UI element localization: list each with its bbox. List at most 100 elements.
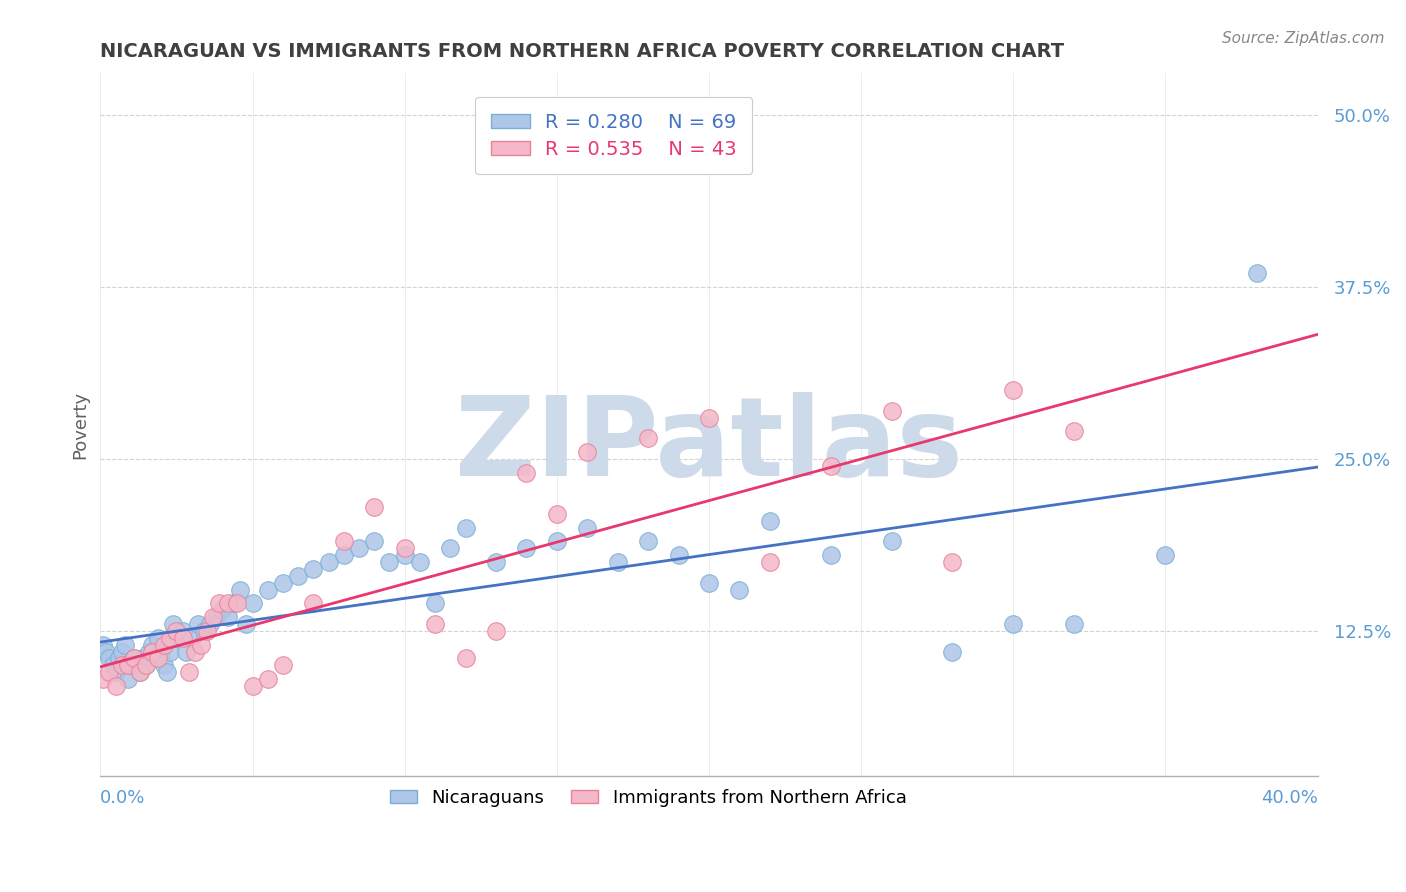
Point <box>165 624 187 638</box>
Point <box>378 555 401 569</box>
Point <box>135 658 157 673</box>
Point <box>135 658 157 673</box>
Point <box>235 617 257 632</box>
Point <box>141 638 163 652</box>
Point <box>697 575 720 590</box>
Point <box>668 548 690 562</box>
Point <box>347 541 370 556</box>
Point <box>120 658 142 673</box>
Point <box>187 617 209 632</box>
Point <box>439 541 461 556</box>
Point <box>302 562 325 576</box>
Point <box>174 645 197 659</box>
Point <box>363 534 385 549</box>
Point <box>454 521 477 535</box>
Point <box>132 651 155 665</box>
Point <box>394 541 416 556</box>
Point <box>941 645 963 659</box>
Point <box>96 645 118 659</box>
Text: Source: ZipAtlas.com: Source: ZipAtlas.com <box>1222 31 1385 46</box>
Point <box>576 521 599 535</box>
Point <box>226 596 249 610</box>
Point <box>271 575 294 590</box>
Point <box>104 679 127 693</box>
Point <box>193 624 215 638</box>
Point <box>546 507 568 521</box>
Point <box>153 638 176 652</box>
Point <box>242 596 264 610</box>
Point <box>180 631 202 645</box>
Point <box>98 651 121 665</box>
Point <box>1063 617 1085 632</box>
Point <box>759 555 782 569</box>
Point <box>129 665 152 680</box>
Point <box>454 651 477 665</box>
Point <box>637 431 659 445</box>
Text: ZIPatlas: ZIPatlas <box>456 392 963 499</box>
Point <box>122 651 145 665</box>
Point <box>515 541 537 556</box>
Point <box>111 645 134 659</box>
Point <box>101 658 124 673</box>
Text: NICARAGUAN VS IMMIGRANTS FROM NORTHERN AFRICA POVERTY CORRELATION CHART: NICARAGUAN VS IMMIGRANTS FROM NORTHERN A… <box>100 42 1064 61</box>
Point <box>217 596 239 610</box>
Text: 0.0%: 0.0% <box>100 789 146 807</box>
Point <box>256 582 278 597</box>
Point <box>183 645 205 659</box>
Point <box>159 631 181 645</box>
Point <box>104 665 127 680</box>
Point <box>156 665 179 680</box>
Point <box>302 596 325 610</box>
Point <box>880 534 903 549</box>
Point <box>198 617 221 632</box>
Point <box>271 658 294 673</box>
Point <box>1246 266 1268 280</box>
Point <box>150 645 173 659</box>
Point <box>217 610 239 624</box>
Point <box>143 651 166 665</box>
Point <box>195 624 218 638</box>
Point <box>125 658 148 673</box>
Point <box>318 555 340 569</box>
Point <box>409 555 432 569</box>
Point <box>129 665 152 680</box>
Point <box>1063 425 1085 439</box>
Point <box>515 466 537 480</box>
Point <box>117 658 139 673</box>
Y-axis label: Poverty: Poverty <box>72 391 89 458</box>
Point <box>394 548 416 562</box>
Point <box>114 638 136 652</box>
Point <box>637 534 659 549</box>
Point <box>333 534 356 549</box>
Point <box>363 500 385 514</box>
Point <box>122 651 145 665</box>
Point <box>111 658 134 673</box>
Point <box>190 638 212 652</box>
Point <box>146 651 169 665</box>
Point <box>485 555 508 569</box>
Point <box>159 645 181 659</box>
Point <box>728 582 751 597</box>
Point <box>697 410 720 425</box>
Point <box>172 631 194 645</box>
Point <box>93 638 115 652</box>
Point <box>287 569 309 583</box>
Point <box>224 596 246 610</box>
Point <box>153 658 176 673</box>
Point <box>576 445 599 459</box>
Point <box>820 458 842 473</box>
Point <box>93 672 115 686</box>
Point <box>423 596 446 610</box>
Point <box>177 665 200 680</box>
Point <box>423 617 446 632</box>
Point <box>146 631 169 645</box>
Text: 40.0%: 40.0% <box>1261 789 1317 807</box>
Point <box>229 582 252 597</box>
Point <box>138 645 160 659</box>
Point <box>333 548 356 562</box>
Legend: Nicaraguans, Immigrants from Northern Africa: Nicaraguans, Immigrants from Northern Af… <box>381 780 915 815</box>
Point <box>201 610 224 624</box>
Point <box>1002 383 1025 397</box>
Point <box>242 679 264 693</box>
Point <box>117 672 139 686</box>
